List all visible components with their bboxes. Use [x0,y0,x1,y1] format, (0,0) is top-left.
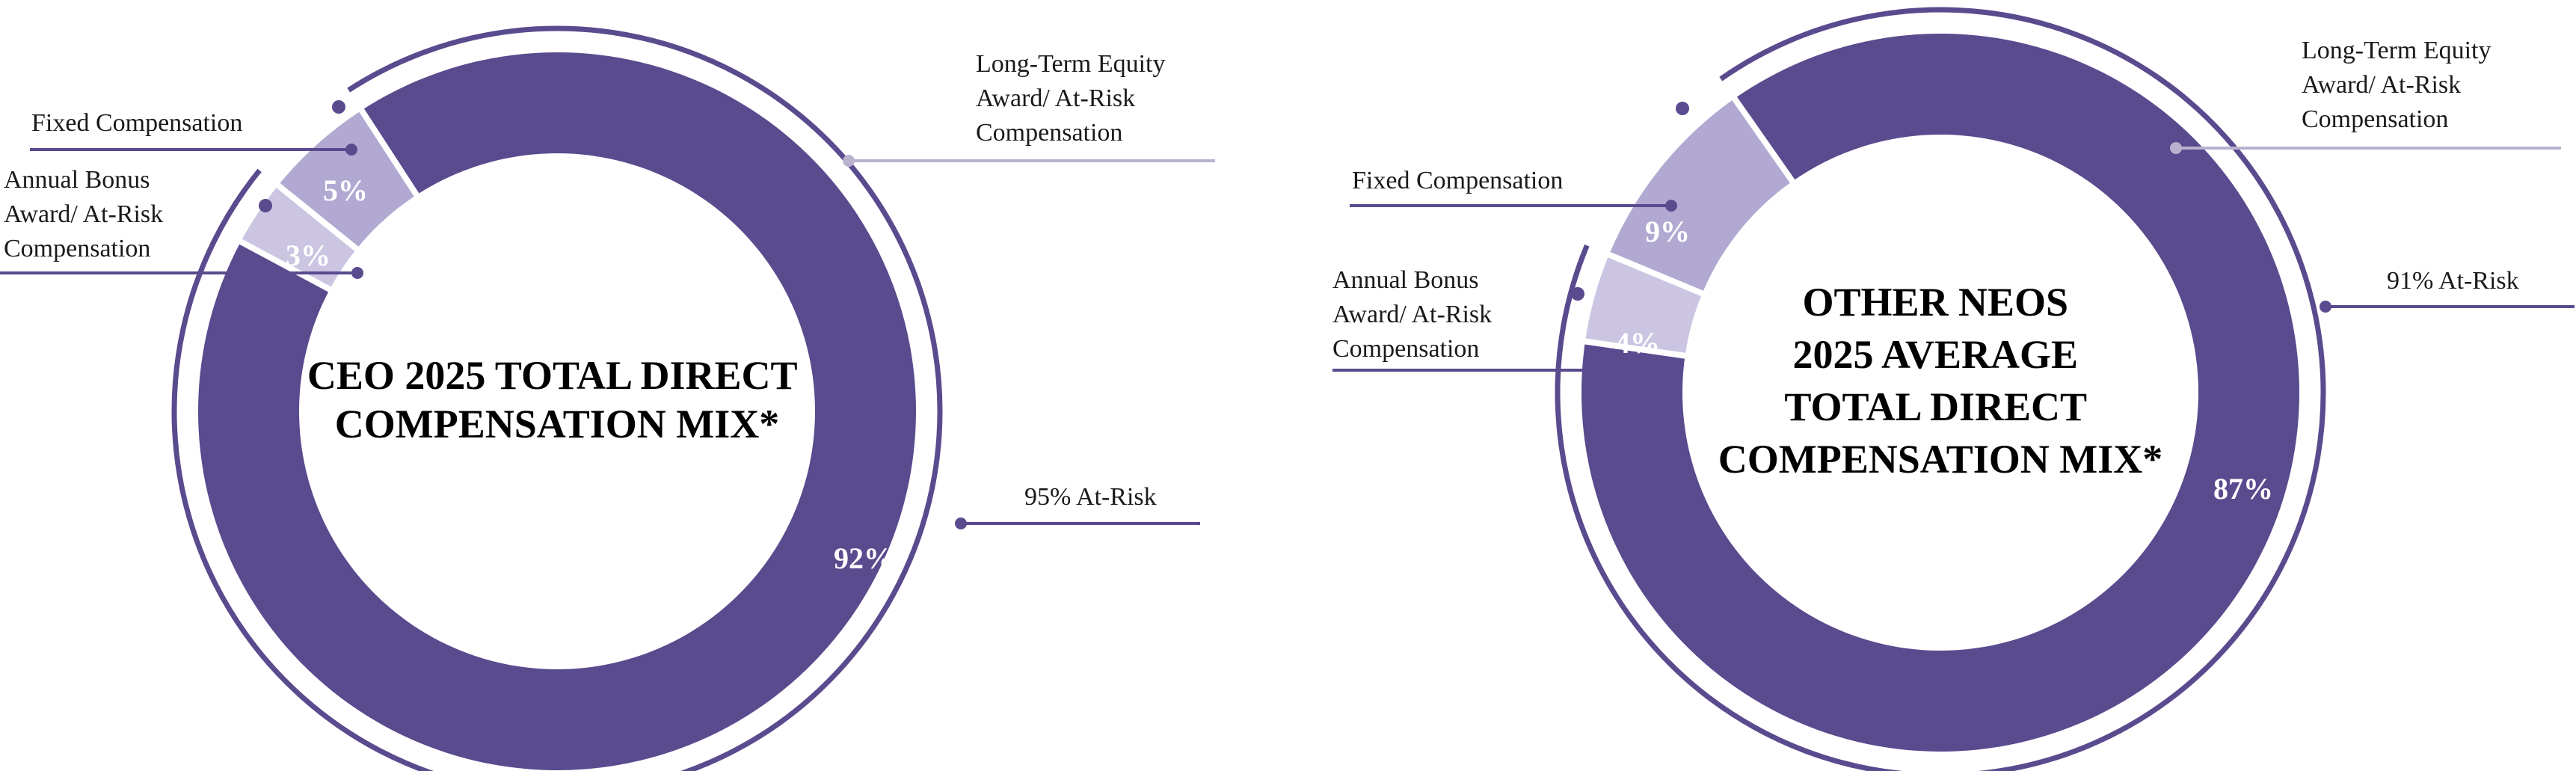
ceo-label-long-term-equity: Long-Term Equity Award/ At-Risk Compensa… [976,50,1172,147]
ceo-slice-annual-bonus [240,185,357,289]
neo-slice-annual-bonus [1584,254,1703,356]
ceo-leader-annual-bonus [0,267,363,279]
ceo-at-risk-outer-arc [171,25,943,771]
neo-at-risk-arc-start-dot [1676,102,1689,115]
ceo-donut-chart: 92% 3% 5% CEO 2025 TOTAL DIRECT COMPENSA… [0,25,1215,771]
ceo-at-risk-arc-start-dot [332,100,345,114]
ceo-slice-separator [238,238,333,293]
ceo-slice-separator [274,182,360,253]
ceo-label-annual-bonus: Annual Bonus Award/ At-Risk Compensation [4,166,170,262]
neo-leader-at-risk [2320,301,2575,313]
neo-chart-title: OTHER NEOS 2025 AVERAGE TOTAL DIRECT COM… [1718,280,2163,482]
ceo-label-fixed: Fixed Compensation [31,109,242,137]
ceo-chart-title: CEO 2025 TOTAL DIRECT COMPENSATION MIX* [307,353,807,446]
neo-label-fixed: Fixed Compensation [1352,167,1563,194]
neo-label-at-risk: 91% At-Risk [2387,267,2519,295]
neo-leader-long-term-equity [2170,142,2561,154]
neo-slice-separator [1606,251,1705,297]
neo-at-risk-outer-arc [1555,7,2326,771]
neo-donut-chart: 87% 4% 9% OTHER NEOS 2025 AVERAGE TOTAL … [1332,7,2575,771]
ceo-slice-label-long-term-equity: 92% [834,541,894,575]
ceo-at-risk-arc-end-dot [259,199,272,212]
neo-slice-label-annual-bonus: 4% [1615,326,1660,360]
ceo-leader-at-risk [955,517,1200,529]
ceo-slice-label-fixed: 5% [323,173,368,207]
neo-leader-fixed [1350,200,1677,212]
neo-slice-fixed [1608,98,1793,294]
ceo-leader-long-term-equity [843,155,1215,167]
neo-slice-label-fixed: 9% [1645,215,1690,248]
neo-slice-separator [1583,338,1688,360]
neo-leader-annual-bonus [1332,364,1636,376]
ceo-leader-fixed [30,144,357,156]
neo-label-long-term-equity: Long-Term Equity Award/ At-Risk Compensa… [2302,37,2497,133]
ceo-label-at-risk: 95% At-Risk [1024,483,1157,511]
neo-at-risk-arc-end-dot [1571,287,1584,301]
neo-slice-label-long-term-equity: 87% [2213,472,2273,506]
ceo-slice-label-annual-bonus: 3% [286,239,331,272]
neo-label-annual-bonus: Annual Bonus Award/ At-Risk Compensation [1332,266,1498,363]
neo-slice-separator [1731,95,1796,185]
ceo-slice-separator [358,107,420,198]
